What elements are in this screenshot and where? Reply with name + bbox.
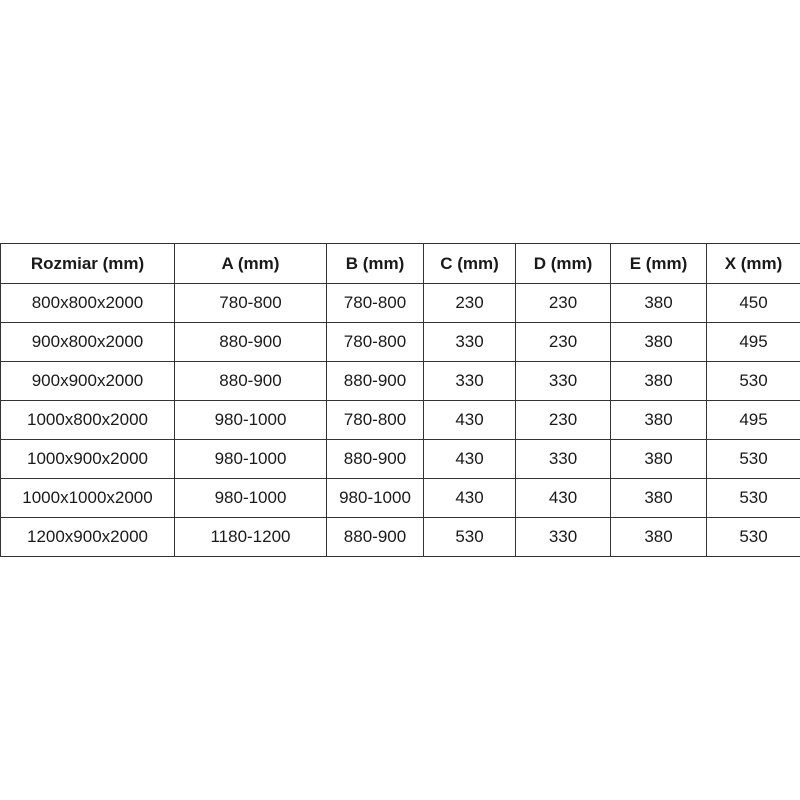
table-cell: 900x900x2000 bbox=[0, 361, 175, 401]
table-cell: 1000x900x2000 bbox=[0, 439, 175, 479]
table-cell: 780-800 bbox=[326, 283, 424, 323]
table-cell: 530 bbox=[706, 439, 800, 479]
table-cell: 380 bbox=[610, 400, 707, 440]
column-header: C (mm) bbox=[423, 243, 516, 284]
table-cell: 1000x800x2000 bbox=[0, 400, 175, 440]
table-cell: 230 bbox=[423, 283, 516, 323]
table-row: 1000x800x2000 980-1000 780-800 430 230 380 495 bbox=[0, 400, 800, 440]
table-cell: 380 bbox=[610, 439, 707, 479]
column-header: Rozmiar (mm) bbox=[0, 243, 175, 284]
table-cell: 330 bbox=[515, 361, 611, 401]
table-cell: 530 bbox=[423, 517, 516, 557]
table-cell: 495 bbox=[706, 322, 800, 362]
table-row: 800x800x2000 780-800 780-800 230 230 380 450 bbox=[0, 283, 800, 323]
table-cell: 780-800 bbox=[326, 400, 424, 440]
table-cell: 980-1000 bbox=[326, 478, 424, 518]
table-cell: 1000x1000x2000 bbox=[0, 478, 175, 518]
table-cell: 880-900 bbox=[326, 361, 424, 401]
table-row: 900x900x2000 880-900 880-900 330 330 380 530 bbox=[0, 361, 800, 401]
table-cell: 380 bbox=[610, 478, 707, 518]
table-cell: 880-900 bbox=[326, 517, 424, 557]
table-cell: 980-1000 bbox=[174, 400, 327, 440]
column-header: D (mm) bbox=[515, 243, 611, 284]
table-cell: 330 bbox=[515, 517, 611, 557]
table-cell: 430 bbox=[423, 400, 516, 440]
table-cell: 1200x900x2000 bbox=[0, 517, 175, 557]
column-header: X (mm) bbox=[706, 243, 800, 284]
header-row: Rozmiar (mm) A (mm) B (mm) C (mm) D (mm) E (m… bbox=[0, 243, 800, 284]
dimensions-table: Rozmiar (mm) A (mm) B (mm) C (mm) D (mm) E (m… bbox=[0, 243, 800, 557]
table-cell: 780-800 bbox=[326, 322, 424, 362]
table-row: 1000x1000x2000 980-1000 980-1000 430 430 380 5… bbox=[0, 478, 800, 518]
table-cell: 880-900 bbox=[174, 322, 327, 362]
table-cell: 430 bbox=[515, 478, 611, 518]
table-cell: 980-1000 bbox=[174, 478, 327, 518]
table-cell: 380 bbox=[610, 517, 707, 557]
table-cell: 380 bbox=[610, 283, 707, 323]
table-cell: 430 bbox=[423, 439, 516, 479]
table-cell: 380 bbox=[610, 322, 707, 362]
table-cell: 330 bbox=[423, 322, 516, 362]
table-cell: 230 bbox=[515, 400, 611, 440]
table-cell: 880-900 bbox=[326, 439, 424, 479]
table-cell: 530 bbox=[706, 478, 800, 518]
table-cell: 980-1000 bbox=[174, 439, 327, 479]
table-cell: 900x800x2000 bbox=[0, 322, 175, 362]
table-cell: 330 bbox=[423, 361, 516, 401]
table-cell: 230 bbox=[515, 322, 611, 362]
table-row: 900x800x2000 880-900 780-800 330 230 380 495 bbox=[0, 322, 800, 362]
column-header: E (mm) bbox=[610, 243, 707, 284]
table-cell: 880-900 bbox=[174, 361, 327, 401]
table-row: 1200x900x2000 1180-1200 880-900 530 330 380 53… bbox=[0, 517, 800, 557]
table-cell: 495 bbox=[706, 400, 800, 440]
table-cell: 530 bbox=[706, 361, 800, 401]
table-cell: 530 bbox=[706, 517, 800, 557]
column-header: B (mm) bbox=[326, 243, 424, 284]
column-header: A (mm) bbox=[174, 243, 327, 284]
table-cell: 230 bbox=[515, 283, 611, 323]
table-row: 1000x900x2000 980-1000 880-900 430 330 380 530 bbox=[0, 439, 800, 479]
table-cell: 450 bbox=[706, 283, 800, 323]
table-cell: 800x800x2000 bbox=[0, 283, 175, 323]
table-cell: 1180-1200 bbox=[174, 517, 327, 557]
table-cell: 430 bbox=[423, 478, 516, 518]
table-cell: 380 bbox=[610, 361, 707, 401]
table-cell: 780-800 bbox=[174, 283, 327, 323]
table-cell: 330 bbox=[515, 439, 611, 479]
